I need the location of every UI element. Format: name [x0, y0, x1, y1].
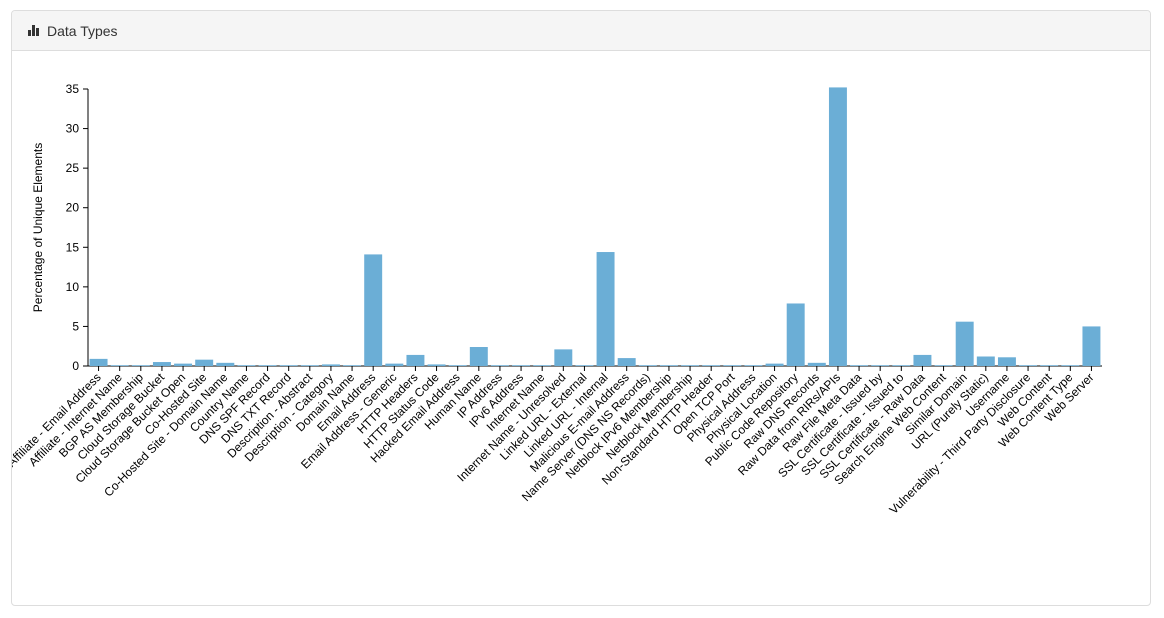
bar	[828, 87, 847, 366]
bar	[744, 365, 763, 366]
y-tick-label: 35	[66, 82, 80, 96]
bar	[913, 354, 932, 366]
y-tick-label: 10	[66, 280, 80, 294]
bar	[343, 365, 362, 366]
bar	[702, 365, 721, 366]
bar	[512, 365, 531, 366]
bar	[152, 362, 171, 366]
bar	[997, 357, 1016, 366]
bar	[934, 365, 953, 366]
bar	[955, 321, 974, 366]
bar	[638, 365, 657, 366]
panel-heading: Data Types	[12, 11, 1150, 51]
bar	[237, 365, 256, 366]
y-tick-label: 0	[72, 359, 79, 373]
bar	[174, 363, 193, 366]
bar	[1019, 365, 1038, 366]
bar	[469, 347, 488, 366]
bar	[195, 359, 214, 366]
bar	[533, 365, 552, 366]
y-tick-label: 30	[66, 122, 80, 136]
bar	[216, 362, 235, 366]
panel-title: Data Types	[47, 22, 118, 39]
y-tick-label: 20	[66, 201, 80, 215]
bar	[490, 365, 509, 366]
y-tick-label: 15	[66, 240, 80, 254]
bar	[681, 365, 700, 366]
bar	[385, 363, 404, 366]
bar	[765, 363, 784, 366]
bar	[976, 356, 995, 366]
bar	[807, 362, 826, 366]
bar	[89, 358, 108, 366]
bar	[1040, 365, 1059, 366]
bar	[1061, 365, 1080, 366]
y-tick-label: 5	[72, 319, 79, 333]
bar	[575, 365, 594, 366]
bar	[1082, 326, 1101, 366]
data-types-panel: Data Types 0 5 10 15 20 25 30 35 Percentage of U…	[11, 10, 1151, 606]
bar	[427, 364, 446, 366]
bar	[364, 254, 383, 366]
chart-area: 0 5 10 15 20 25 30 35 Percentage of Unique Eleme…	[12, 51, 1150, 605]
y-tick-label: 25	[66, 161, 80, 175]
bar	[131, 365, 150, 366]
bar	[723, 365, 742, 366]
bar	[554, 349, 573, 366]
bar	[406, 354, 425, 366]
bar	[786, 303, 805, 366]
bar	[300, 365, 319, 366]
bar	[448, 365, 467, 366]
bar	[850, 365, 869, 366]
bar	[258, 365, 277, 366]
bar-chart: 0 5 10 15 20 25 30 35 Percentage of Unique Eleme…	[12, 82, 1102, 517]
bar	[617, 358, 636, 366]
bar	[596, 252, 615, 366]
bar	[279, 365, 298, 366]
bar	[110, 365, 129, 366]
y-axis-label: Percentage of Unique Elements	[31, 143, 45, 312]
bar	[892, 365, 911, 366]
bar	[321, 364, 340, 366]
bar	[659, 365, 678, 366]
bar-chart-icon	[28, 25, 40, 36]
bar	[871, 365, 890, 366]
